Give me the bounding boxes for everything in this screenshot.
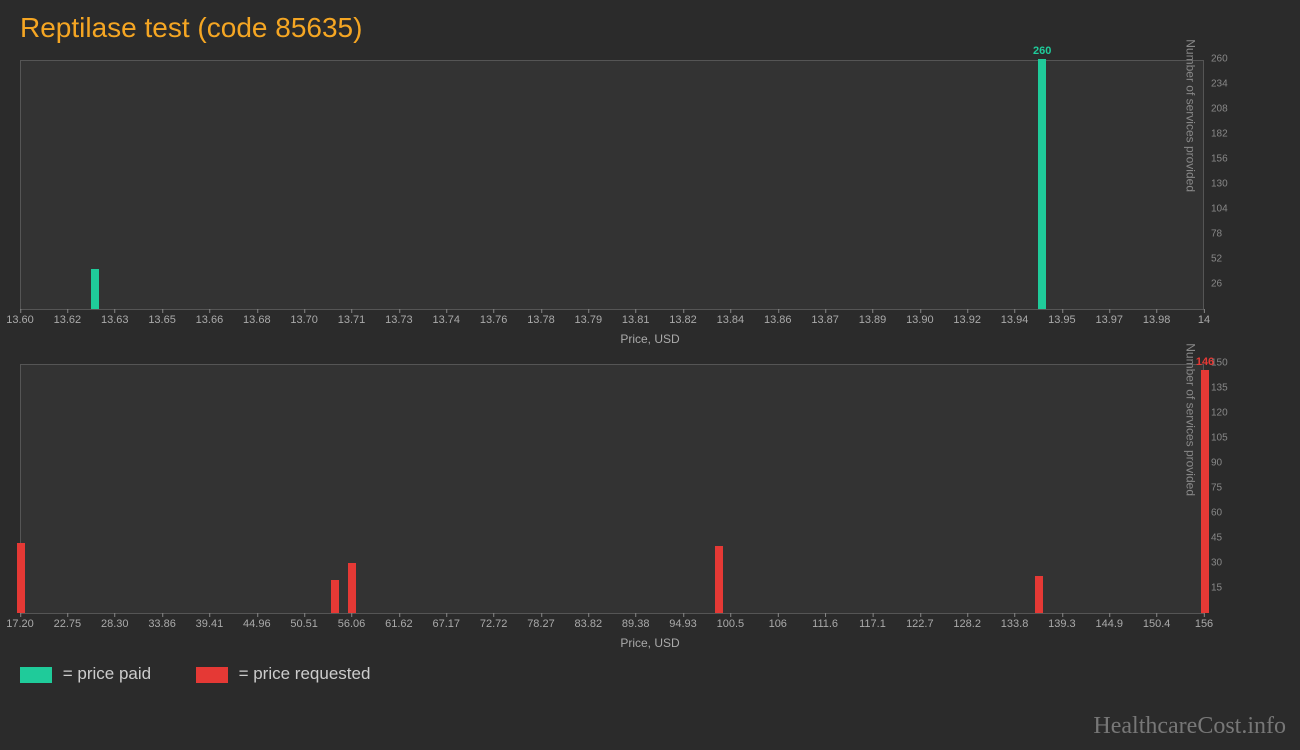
watermark: HealthcareCost.info (1093, 713, 1286, 740)
x-ticks-requested: 17.2022.7528.3033.8639.4144.9650.5156.06… (20, 614, 1204, 644)
y-label-paid: Number of services provided (1184, 39, 1198, 192)
x-tick: 13.92 (953, 314, 981, 326)
x-tick: 89.38 (622, 618, 650, 630)
x-tick: 13.89 (859, 314, 887, 326)
chart-paid: 265278104130156182208234260 Number of se… (20, 60, 1204, 310)
x-tick: 83.82 (575, 618, 603, 630)
bar-label: 146 (1196, 356, 1214, 368)
x-tick: 13.90 (906, 314, 934, 326)
y-ticks-requested: 153045607590105120135150 (1207, 365, 1239, 613)
bar (1035, 576, 1043, 613)
y-tick: 52 (1211, 254, 1222, 265)
y-tick: 105 (1211, 433, 1228, 444)
legend-swatch-requested (196, 667, 228, 683)
x-tick: 28.30 (101, 618, 129, 630)
x-tick: 106 (769, 618, 787, 630)
x-tick: 13.68 (243, 314, 271, 326)
y-tick: 234 (1211, 79, 1228, 90)
legend-item-requested: = price requested (196, 664, 371, 684)
x-tick: 13.71 (338, 314, 366, 326)
y-tick: 120 (1211, 408, 1228, 419)
x-tick: 33.86 (148, 618, 176, 630)
y-tick: 182 (1211, 129, 1228, 140)
x-tick: 22.75 (54, 618, 82, 630)
x-tick: 150.4 (1143, 618, 1171, 630)
chart-requested: 153045607590105120135150 Number of servi… (20, 364, 1204, 614)
x-tick: 13.97 (1096, 314, 1124, 326)
y-tick: 78 (1211, 229, 1222, 240)
y-tick: 135 (1211, 383, 1228, 394)
y-tick: 60 (1211, 508, 1222, 519)
y-tick: 15 (1211, 583, 1222, 594)
bar (331, 580, 339, 613)
x-tick: 13.76 (480, 314, 508, 326)
x-tick: 13.70 (290, 314, 318, 326)
x-tick: 50.51 (290, 618, 318, 630)
x-tick: 13.98 (1143, 314, 1171, 326)
x-tick: 13.66 (196, 314, 224, 326)
x-tick: 128.2 (953, 618, 981, 630)
y-tick: 30 (1211, 558, 1222, 569)
x-tick: 100.5 (717, 618, 745, 630)
x-tick: 78.27 (527, 618, 555, 630)
x-tick: 13.84 (717, 314, 745, 326)
x-tick: 13.79 (575, 314, 603, 326)
x-tick: 133.8 (1001, 618, 1029, 630)
y-tick: 260 (1211, 54, 1228, 65)
x-tick: 44.96 (243, 618, 271, 630)
bar (91, 269, 99, 309)
x-tick: 67.17 (432, 618, 460, 630)
x-tick: 13.82 (669, 314, 697, 326)
y-tick: 45 (1211, 533, 1222, 544)
bar (348, 563, 356, 613)
x-tick: 39.41 (196, 618, 224, 630)
y-tick: 156 (1211, 154, 1228, 165)
x-tick: 14 (1198, 314, 1210, 326)
x-tick: 13.73 (385, 314, 413, 326)
legend-label-paid: = price paid (63, 664, 151, 683)
x-tick: 13.87 (811, 314, 839, 326)
x-tick: 61.62 (385, 618, 413, 630)
y-tick: 130 (1211, 179, 1228, 190)
x-ticks-paid: 13.6013.6213.6313.6513.6613.6813.7013.71… (20, 310, 1204, 340)
bar (715, 546, 723, 613)
bar (1038, 59, 1046, 309)
x-tick: 13.60 (6, 314, 34, 326)
x-tick: 156 (1195, 618, 1213, 630)
legend-label-requested: = price requested (239, 664, 371, 683)
y-tick: 208 (1211, 104, 1228, 115)
x-tick: 13.95 (1048, 314, 1076, 326)
x-tick: 13.74 (432, 314, 460, 326)
x-tick: 13.86 (764, 314, 792, 326)
legend: = price paid = price requested (0, 650, 1300, 698)
y-tick: 75 (1211, 483, 1222, 494)
x-tick: 13.94 (1001, 314, 1029, 326)
y-tick: 90 (1211, 458, 1222, 469)
legend-item-paid: = price paid (20, 664, 151, 684)
y-tick: 26 (1211, 279, 1222, 290)
y-ticks-paid: 265278104130156182208234260 (1207, 61, 1239, 309)
bar-label: 260 (1033, 45, 1051, 57)
x-tick: 94.93 (669, 618, 697, 630)
x-tick: 13.65 (148, 314, 176, 326)
x-tick: 139.3 (1048, 618, 1076, 630)
bar (17, 543, 25, 613)
x-tick: 72.72 (480, 618, 508, 630)
x-tick: 17.20 (6, 618, 34, 630)
chart-paid-container: 265278104130156182208234260 Number of se… (20, 60, 1280, 346)
x-tick: 111.6 (812, 618, 838, 630)
x-tick: 13.81 (622, 314, 650, 326)
chart-requested-container: 153045607590105120135150 Number of servi… (20, 364, 1280, 650)
x-tick: 56.06 (338, 618, 366, 630)
x-tick: 13.63 (101, 314, 129, 326)
x-tick: 122.7 (906, 618, 934, 630)
x-tick: 13.78 (527, 314, 555, 326)
x-tick: 117.1 (859, 618, 886, 630)
bar (1201, 370, 1209, 613)
x-tick: 144.9 (1096, 618, 1124, 630)
page-title: Reptilase test (code 85635) (0, 0, 1300, 52)
legend-swatch-paid (20, 667, 52, 683)
y-tick: 104 (1211, 204, 1228, 215)
x-tick: 13.62 (54, 314, 82, 326)
